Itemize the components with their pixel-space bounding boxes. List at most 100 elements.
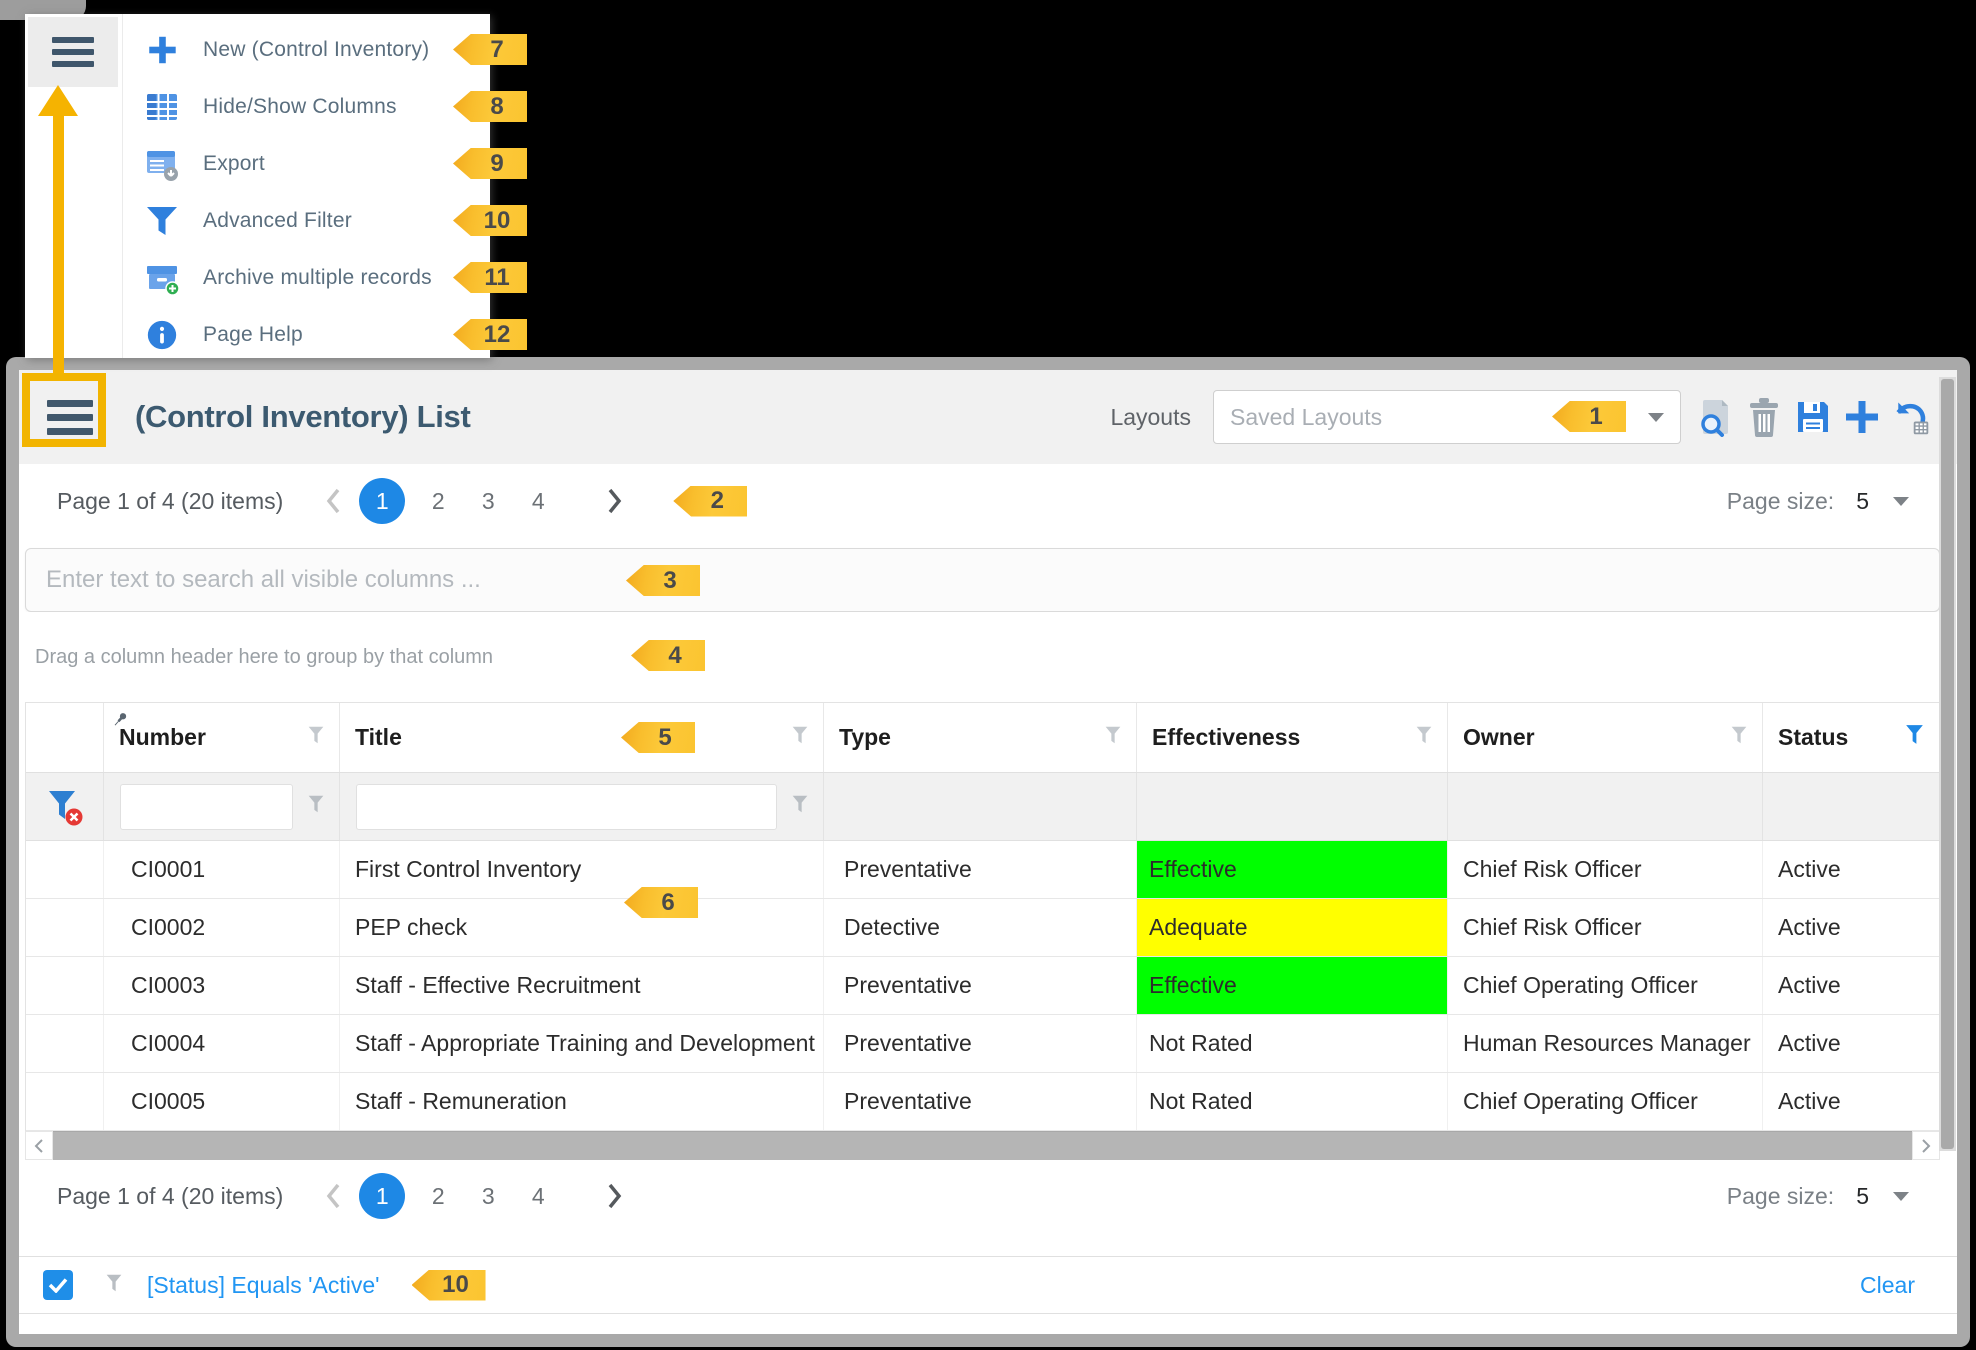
page-button-3[interactable]: 3	[481, 487, 495, 514]
vertical-scrollbar[interactable]	[1939, 377, 1956, 1151]
filter-funnel-icon[interactable]	[789, 724, 811, 752]
callout-badge-4: 4	[631, 640, 705, 671]
filter-funnel-icon[interactable]	[1413, 724, 1435, 752]
page-button-4[interactable]: 4	[531, 487, 545, 514]
column-header-type[interactable]: Type	[824, 703, 1137, 772]
page-size-control[interactable]: Page size: 5	[1727, 1183, 1957, 1210]
callout-badge-6: 6	[624, 887, 698, 918]
callout-badge-2: 2	[673, 485, 748, 517]
group-by-hint: Drag a column header here to group by th…	[35, 645, 494, 668]
menu-item-archive-multiple[interactable]: Archive multiple records 11	[123, 249, 527, 306]
filter-cell-number	[104, 773, 340, 840]
cell-type: Preventative	[824, 1073, 1137, 1130]
filter-funnel-icon[interactable]	[789, 793, 811, 820]
vertical-scrollbar-thumb[interactable]	[1941, 379, 1954, 1149]
next-page-button[interactable]	[597, 484, 631, 518]
page-button-2[interactable]: 2	[431, 487, 445, 514]
table-row[interactable]: CI0002 PEP check Detective Adequate Chie…	[26, 899, 1939, 957]
prev-page-button[interactable]	[317, 484, 351, 518]
horizontal-scrollbar[interactable]	[25, 1131, 1940, 1160]
new-layout-button[interactable]	[1842, 397, 1882, 437]
menu-item-hide-show-columns[interactable]: Hide/Show Columns 8	[123, 78, 527, 135]
chevron-down-icon	[1893, 496, 1909, 506]
title-filter-input[interactable]	[356, 783, 777, 830]
page-button-4[interactable]: 4	[531, 1182, 545, 1209]
number-filter-input[interactable]	[120, 783, 293, 830]
chevron-right-icon	[608, 1183, 622, 1209]
next-page-button[interactable]	[597, 1179, 631, 1213]
cell-owner: Chief Risk Officer	[1448, 841, 1763, 898]
menu-item-new[interactable]: New (Control Inventory) 7	[123, 21, 527, 78]
table-row[interactable]: CI0003 Staff - Effective Recruitment Pre…	[26, 957, 1939, 1015]
menu-item-advanced-filter[interactable]: Advanced Filter 10	[123, 192, 527, 249]
menu-item-label: Export	[203, 151, 265, 175]
horizontal-scrollbar-thumb[interactable]	[53, 1131, 1912, 1160]
page-size-control[interactable]: Page size: 5	[1727, 488, 1957, 515]
page-title: (Control Inventory) List	[135, 399, 471, 434]
control-inventory-grid: Number Title 5 Type	[25, 702, 1940, 1131]
active-filter-funnel-icon[interactable]	[1902, 722, 1927, 753]
table-row[interactable]: CI0005 Staff - Remuneration Preventative…	[26, 1073, 1939, 1131]
table-row[interactable]: CI0001 First Control Inventory Preventat…	[26, 841, 1939, 899]
global-search-input[interactable]: Enter text to search all visible columns…	[25, 548, 1940, 612]
column-header-label: Owner	[1463, 724, 1535, 750]
menu-item-label: Archive multiple records	[203, 265, 432, 289]
callout-badge-10: 10	[411, 1269, 486, 1301]
column-header-owner[interactable]: Owner	[1448, 703, 1763, 772]
column-header-number[interactable]: Number	[104, 703, 340, 772]
column-header-status[interactable]: Status	[1763, 703, 1939, 772]
floppy-save-icon	[1798, 402, 1828, 432]
delete-layout-button[interactable]	[1744, 397, 1784, 437]
grid-hamburger-button[interactable]	[33, 385, 107, 449]
column-header-title[interactable]: Title 5	[340, 703, 824, 772]
filter-funnel-icon[interactable]	[305, 724, 327, 752]
save-layout-button[interactable]	[1793, 397, 1833, 437]
prev-page-button[interactable]	[317, 1179, 351, 1213]
pager-top: Page 1 of 4 (20 items) 1 2 3 4 2 Page si…	[19, 464, 1957, 538]
page-size-value: 5	[1856, 1182, 1869, 1209]
cell-title: Staff - Effective Recruitment	[340, 957, 824, 1014]
cell-status: Active	[1778, 914, 1841, 940]
cell-title: First Control Inventory	[340, 841, 824, 898]
callout-badge-11: 11	[453, 262, 527, 293]
cell-type: Preventative	[824, 1015, 1137, 1072]
filter-funnel-icon[interactable]	[1728, 724, 1750, 752]
cell-title: Staff - Appropriate Training and Develop…	[340, 1015, 824, 1072]
scroll-right-button[interactable]	[1912, 1131, 1940, 1160]
table-row[interactable]: CI0004 Staff - Appropriate Training and …	[26, 1015, 1939, 1073]
page-button-1[interactable]: 1	[359, 1173, 406, 1219]
column-header-effectiveness[interactable]: Effectiveness	[1137, 703, 1448, 772]
grid-context-menu: New (Control Inventory) 7 Hide/Show Colu…	[25, 14, 527, 358]
filter-funnel-icon[interactable]	[1102, 724, 1124, 752]
archive-box-icon	[143, 259, 181, 297]
saved-layouts-dropdown[interactable]: Saved Layouts 1	[1213, 390, 1681, 444]
hamburger-icon	[47, 399, 93, 407]
search-document-icon	[1701, 400, 1728, 437]
filter-enabled-checkbox[interactable]	[43, 1270, 73, 1300]
scroll-left-button[interactable]	[25, 1131, 53, 1160]
menu-item-page-help[interactable]: Page Help 12	[123, 306, 527, 363]
cell-number: CI0002	[104, 899, 340, 956]
clear-filter-button[interactable]: Clear	[1860, 1271, 1915, 1298]
menu-item-export[interactable]: Export 9	[123, 135, 527, 192]
page-button-2[interactable]: 2	[431, 1182, 445, 1209]
cell-effectiveness: Not Rated	[1137, 1073, 1448, 1130]
window-header: (Control Inventory) List Layouts Saved L…	[19, 370, 1957, 464]
menu-hamburger-button[interactable]	[28, 17, 118, 87]
column-header-label: Title	[355, 724, 402, 750]
page-button-3[interactable]: 3	[481, 1182, 495, 1209]
filter-funnel-icon[interactable]	[305, 793, 327, 820]
filter-cell-status	[1763, 773, 1939, 840]
page-button-1[interactable]: 1	[359, 478, 406, 524]
preview-layout-button[interactable]	[1695, 397, 1735, 437]
annotation-arrow-line	[53, 114, 64, 375]
cell-status: Active	[1778, 1030, 1841, 1056]
cell-number: CI0003	[104, 957, 340, 1014]
reset-layout-button[interactable]	[1891, 397, 1931, 437]
clear-column-filters-button[interactable]	[26, 773, 104, 840]
applied-filter-link[interactable]: [Status] Equals 'Active'	[147, 1271, 380, 1298]
chevron-down-icon	[1648, 413, 1664, 422]
column-header-label: Type	[839, 724, 891, 750]
group-by-drop-zone[interactable]: Drag a column header here to group by th…	[19, 612, 1957, 702]
chevron-left-icon	[327, 488, 340, 514]
